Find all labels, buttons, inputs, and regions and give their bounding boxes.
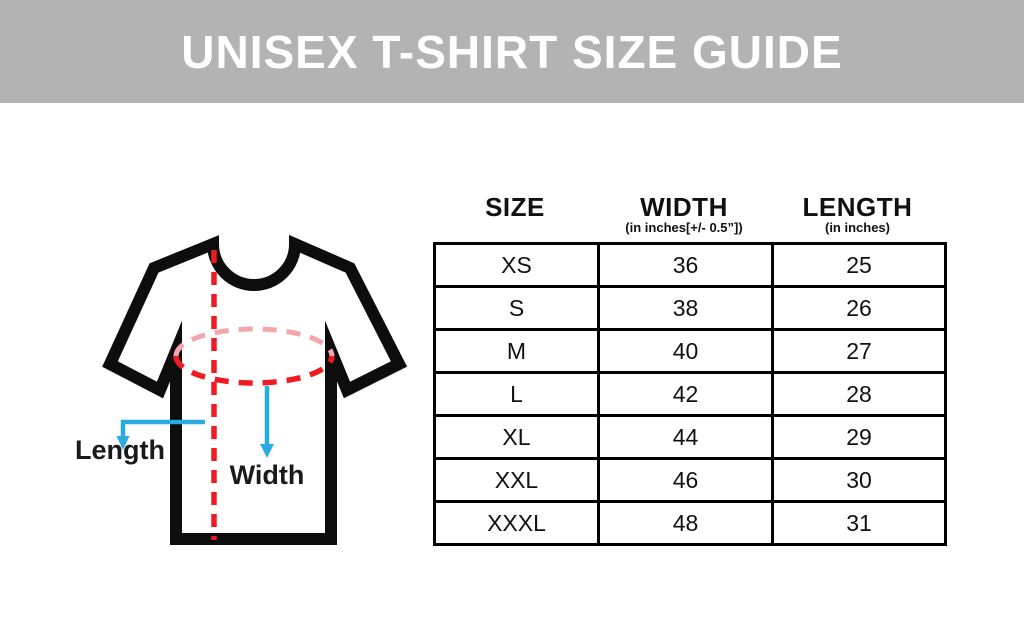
width-cell: 42 xyxy=(597,371,774,417)
width-cell: 36 xyxy=(597,242,774,288)
width-cell: 46 xyxy=(597,457,774,503)
table-row: L 42 28 xyxy=(433,371,947,417)
table-column-headers: SIZE WIDTH (in inches[+/- 0.5”]) LENGTH … xyxy=(433,193,944,242)
width-arrow xyxy=(260,386,274,458)
width-cell: 44 xyxy=(597,414,774,460)
size-cell: L xyxy=(433,371,600,417)
length-cell: 30 xyxy=(771,457,947,503)
table-row: XL 44 29 xyxy=(433,414,947,460)
length-label: Length xyxy=(75,435,165,465)
table-row: XXL 46 30 xyxy=(433,457,947,503)
table-row: S 38 26 xyxy=(433,285,947,331)
table-row: XS 36 25 xyxy=(433,242,947,288)
table-row: M 40 27 xyxy=(433,328,947,374)
size-cell: XXL xyxy=(433,457,600,503)
length-arrow xyxy=(116,419,205,450)
column-header-width: WIDTH (in inches[+/- 0.5”]) xyxy=(597,193,771,242)
length-unit-note: (in inches) xyxy=(824,220,890,235)
width-cell: 48 xyxy=(597,500,774,546)
table-row: XXXL 48 31 xyxy=(433,500,947,546)
width-cell: 40 xyxy=(597,328,774,374)
column-header-length: LENGTH (in inches) xyxy=(771,193,944,242)
width-cell: 38 xyxy=(597,285,774,331)
length-cell: 28 xyxy=(771,371,947,417)
width-unit-note: (in inches[+/- 0.5”]) xyxy=(625,220,743,235)
length-cell: 25 xyxy=(771,242,947,288)
length-cell: 27 xyxy=(771,328,947,374)
size-guide-section: SIZE WIDTH (in inches[+/- 0.5”]) LENGTH … xyxy=(433,193,947,546)
length-cell: 26 xyxy=(771,285,947,331)
column-header-size: SIZE xyxy=(485,192,545,222)
width-label: Width xyxy=(230,460,305,490)
size-cell: XL xyxy=(433,414,600,460)
size-table: XS 36 25 S 38 26 M 40 27 L 42 28 XL 44 xyxy=(433,242,947,546)
length-cell: 31 xyxy=(771,500,947,546)
title-banner: UNISEX T-SHIRT SIZE GUIDE xyxy=(0,0,1024,103)
size-cell: XXXL xyxy=(433,500,600,546)
length-cell: 29 xyxy=(771,414,947,460)
size-cell: XS xyxy=(433,242,600,288)
page-title: UNISEX T-SHIRT SIZE GUIDE xyxy=(181,25,843,78)
tshirt-outline xyxy=(102,234,408,545)
size-cell: M xyxy=(433,328,600,374)
size-cell: S xyxy=(433,285,600,331)
